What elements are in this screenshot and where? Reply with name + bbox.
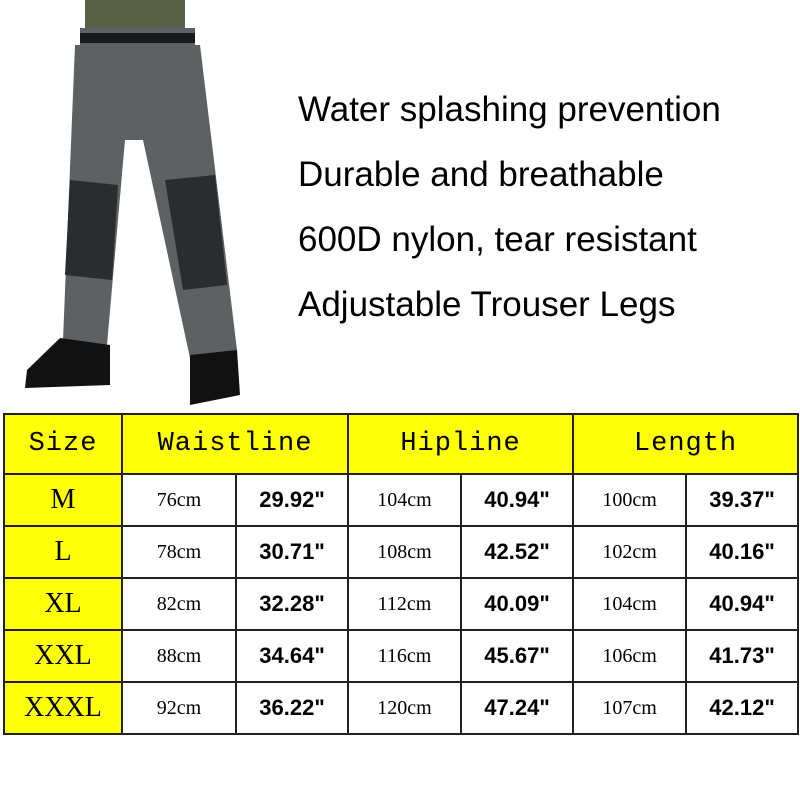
header-row: Size Waistline Hipline Length [3, 413, 800, 475]
cell-len-cm: 107cm [572, 681, 688, 735]
size-chart: Size Waistline Hipline Length M 76cm 29.92… [3, 413, 800, 735]
cell-len-in: 40.16" [685, 525, 800, 579]
cell-waist-cm: 76cm [121, 473, 237, 527]
cell-hip-cm: 120cm [347, 681, 463, 735]
knee-patch-right [165, 175, 227, 290]
cell-waist-cm: 92cm [121, 681, 237, 735]
cell-len-in: 42.12" [685, 681, 800, 735]
cell-waist-in: 34.64" [234, 629, 350, 683]
cell-waist-cm: 82cm [121, 577, 237, 631]
header-length: Length [572, 413, 800, 475]
header-waistline: Waistline [120, 413, 350, 475]
cell-len-cm: 104cm [572, 577, 688, 631]
cell-hip-cm: 108cm [347, 525, 463, 579]
table-row: L 78cm 30.71" 108cm 42.52" 102cm 40.16" [3, 525, 800, 579]
cell-waist-in: 36.22" [234, 681, 350, 735]
cell-size: M [3, 473, 123, 527]
cell-waist-cm: 88cm [121, 629, 237, 683]
cell-size: XL [3, 577, 123, 631]
cell-size: XXL [3, 629, 123, 683]
cell-len-in: 40.94" [685, 577, 800, 631]
knee-patch-left [65, 180, 118, 280]
feature-item: Water splashing prevention [298, 90, 721, 129]
cell-waist-in: 30.71" [234, 525, 350, 579]
feature-item: Durable and breathable [298, 155, 664, 194]
feature-list: Water splashing prevention Durable and b… [298, 84, 721, 344]
table-row: M 76cm 29.92" 104cm 40.94" 100cm 39.37" [3, 473, 800, 527]
cell-len-in: 41.73" [685, 629, 800, 683]
cell-len-cm: 106cm [572, 629, 688, 683]
cell-size: L [3, 525, 123, 579]
cell-waist-in: 32.28" [234, 577, 350, 631]
boot-left [25, 338, 110, 388]
tactical-pants-image [25, 0, 240, 405]
boot-right [190, 350, 240, 405]
cell-waist-cm: 78cm [121, 525, 237, 579]
cell-len-cm: 100cm [572, 473, 688, 527]
shirt [85, 0, 185, 32]
cell-hip-in: 45.67" [460, 629, 575, 683]
cell-hip-in: 40.94" [460, 473, 575, 527]
cell-hip-cm: 104cm [347, 473, 463, 527]
cell-hip-in: 47.24" [460, 681, 575, 735]
belt [80, 33, 195, 43]
feature-item: Adjustable Trouser Legs [298, 285, 676, 324]
cell-hip-in: 42.52" [460, 525, 575, 579]
cell-hip-cm: 112cm [347, 577, 463, 631]
table-row: XXL 88cm 34.64" 116cm 45.67" 106cm 41.73" [3, 629, 800, 683]
cell-len-cm: 102cm [572, 525, 688, 579]
table-row: XL 82cm 32.28" 112cm 40.09" 104cm 40.94" [3, 577, 800, 631]
header-hipline: Hipline [347, 413, 575, 475]
cell-hip-cm: 116cm [347, 629, 463, 683]
cell-hip-in: 40.09" [460, 577, 575, 631]
feature-item: 600D nylon, tear resistant [298, 220, 697, 259]
cell-len-in: 39.37" [685, 473, 800, 527]
cell-size: XXXL [3, 681, 123, 735]
table-row: XXXL 92cm 36.22" 120cm 47.24" 107cm 42.12" [3, 681, 800, 735]
cell-waist-in: 29.92" [234, 473, 350, 527]
header-size: Size [3, 413, 123, 475]
